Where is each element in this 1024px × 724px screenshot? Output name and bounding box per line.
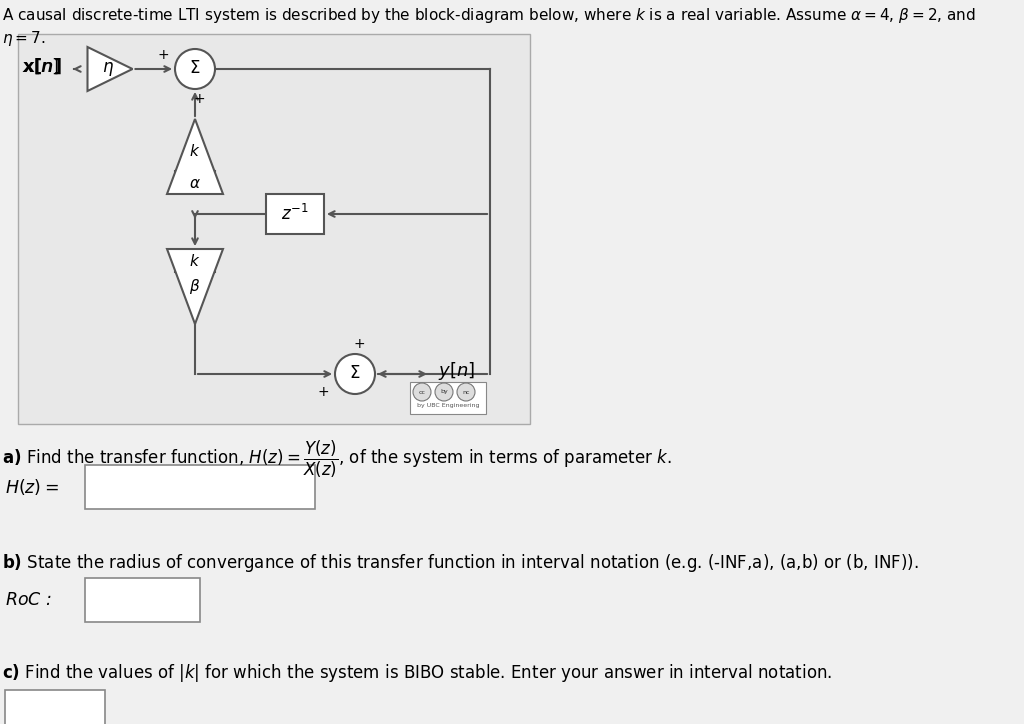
Text: +: + — [158, 48, 169, 62]
Circle shape — [457, 383, 475, 401]
Text: $x[n]$: $x[n]$ — [22, 56, 59, 76]
Text: $\mathbf{b)}$ State the radius of convergance of this transfer function in inter: $\mathbf{b)}$ State the radius of conver… — [2, 552, 919, 574]
Text: +: + — [194, 92, 205, 106]
Circle shape — [175, 49, 215, 89]
Text: A causal discrete-time LTI system is described by the block-diagram below, where: A causal discrete-time LTI system is des… — [2, 6, 976, 25]
Polygon shape — [167, 249, 223, 324]
Text: $\mathbf{c)}$ Find the values of $|k|$ for which the system is BIBO stable. Ente: $\mathbf{c)}$ Find the values of $|k|$ f… — [2, 662, 833, 684]
Text: +: + — [353, 337, 365, 351]
Text: $\mathbf{a)}$ Find the transfer function, $H(z) = \dfrac{Y(z)}{X(z)}$, of the sy: $\mathbf{a)}$ Find the transfer function… — [2, 439, 672, 480]
Text: $z^{-1}$: $z^{-1}$ — [282, 204, 309, 224]
Text: by: by — [440, 390, 447, 395]
FancyBboxPatch shape — [5, 690, 105, 724]
Text: $k$: $k$ — [189, 253, 201, 269]
Text: $y[n]$: $y[n]$ — [438, 360, 475, 382]
FancyBboxPatch shape — [410, 382, 486, 414]
Circle shape — [335, 354, 375, 394]
Text: cc: cc — [419, 390, 426, 395]
Polygon shape — [87, 47, 132, 91]
Text: +: + — [317, 385, 329, 399]
Text: by UBC Engineering: by UBC Engineering — [417, 403, 479, 408]
Text: $\beta$: $\beta$ — [189, 277, 201, 295]
Text: $\alpha$: $\alpha$ — [189, 175, 201, 190]
Circle shape — [413, 383, 431, 401]
Text: $RoC$ :: $RoC$ : — [5, 591, 52, 609]
FancyBboxPatch shape — [85, 465, 315, 509]
Text: $\Sigma$: $\Sigma$ — [189, 59, 201, 77]
Text: nc: nc — [462, 390, 470, 395]
FancyBboxPatch shape — [18, 34, 530, 424]
FancyBboxPatch shape — [266, 194, 324, 234]
Text: $k$: $k$ — [189, 143, 201, 159]
Polygon shape — [167, 119, 223, 194]
Circle shape — [435, 383, 453, 401]
Text: $\mathbf{x[}$$n$$\mathbf{]}$: $\mathbf{x[}$$n$$\mathbf{]}$ — [22, 56, 61, 76]
FancyBboxPatch shape — [85, 578, 200, 622]
Text: $\eta = 7$.: $\eta = 7$. — [2, 29, 45, 48]
Text: $\Sigma$: $\Sigma$ — [349, 364, 360, 382]
Text: $\eta$: $\eta$ — [102, 60, 114, 78]
Text: $H(z) =$: $H(z) =$ — [5, 477, 58, 497]
